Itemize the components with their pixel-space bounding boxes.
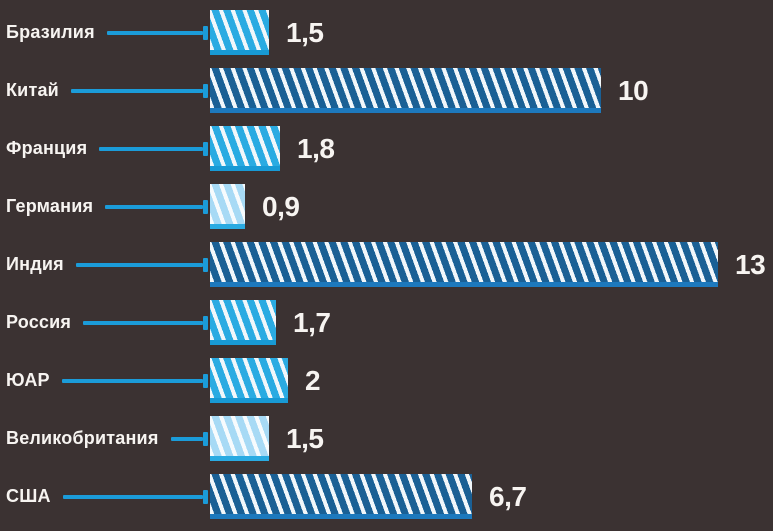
- label-zone: ЮАР: [6, 358, 210, 403]
- connector-line: [62, 494, 203, 499]
- label-zone: Китай: [6, 68, 210, 113]
- connector-tick: [203, 373, 208, 388]
- connector-tick: [203, 431, 208, 446]
- connector-tick: [203, 489, 208, 504]
- connector-line: [105, 204, 203, 209]
- chart-row: Франция 1,8: [6, 126, 773, 171]
- value-label: 1,5: [286, 16, 324, 48]
- value-label: 1,7: [293, 306, 331, 338]
- chart-row: Великобритания 1,5: [6, 416, 773, 461]
- label-zone: Великобритания: [6, 416, 210, 461]
- chart-row: США 6,7: [6, 474, 773, 519]
- bar-pale: [210, 184, 245, 229]
- connector-line: [170, 436, 203, 441]
- connector-line: [83, 320, 203, 325]
- connector-line: [99, 146, 203, 151]
- connector-tick: [203, 83, 208, 98]
- category-label: Германия: [6, 196, 94, 216]
- connector-line: [70, 88, 203, 93]
- connector-line: [106, 30, 203, 35]
- chart-row: Китай 10: [6, 68, 773, 113]
- category-label: Бразилия: [6, 22, 95, 42]
- bar-dark: [210, 68, 601, 113]
- category-label: Индия: [6, 254, 64, 274]
- bar-dark: [210, 242, 718, 287]
- connector-tick: [203, 141, 208, 156]
- chart-row: ЮАР 2: [6, 358, 773, 403]
- category-label: Россия: [6, 312, 72, 332]
- value-label: 2: [305, 364, 321, 396]
- chart-row: Германия 0,9: [6, 184, 773, 229]
- chart-row: Бразилия 1,5: [6, 10, 773, 55]
- connector-tick: [203, 199, 208, 214]
- label-zone: Бразилия: [6, 10, 210, 55]
- value-label: 6,7: [489, 480, 527, 512]
- value-label: 13: [735, 248, 766, 280]
- category-label: Франция: [6, 138, 88, 158]
- label-zone: Франция: [6, 126, 210, 171]
- connector-tick: [203, 25, 208, 40]
- connector-line: [61, 378, 203, 383]
- category-label: Китай: [6, 80, 59, 100]
- bar-cyan: [210, 358, 288, 403]
- value-label: 1,5: [286, 422, 324, 454]
- category-label: США: [6, 486, 51, 506]
- connector-tick: [203, 315, 208, 330]
- value-label: 10: [618, 74, 649, 106]
- category-label: ЮАР: [6, 370, 50, 390]
- connector-tick: [203, 257, 208, 272]
- connector-line: [75, 262, 203, 267]
- chart-row: Индия 13: [6, 242, 773, 287]
- category-label: Великобритания: [6, 428, 159, 448]
- bar-cyan: [210, 10, 269, 55]
- chart-row: Россия 1,7: [6, 300, 773, 345]
- bar-cyan: [210, 126, 280, 171]
- label-zone: США: [6, 474, 210, 519]
- label-zone: Индия: [6, 242, 210, 287]
- label-zone: Германия: [6, 184, 210, 229]
- bar-cyan: [210, 300, 276, 345]
- value-label: 0,9: [262, 190, 300, 222]
- label-zone: Россия: [6, 300, 210, 345]
- bar-pale: [210, 416, 269, 461]
- bar-dark: [210, 474, 472, 519]
- value-label: 1,8: [297, 132, 335, 164]
